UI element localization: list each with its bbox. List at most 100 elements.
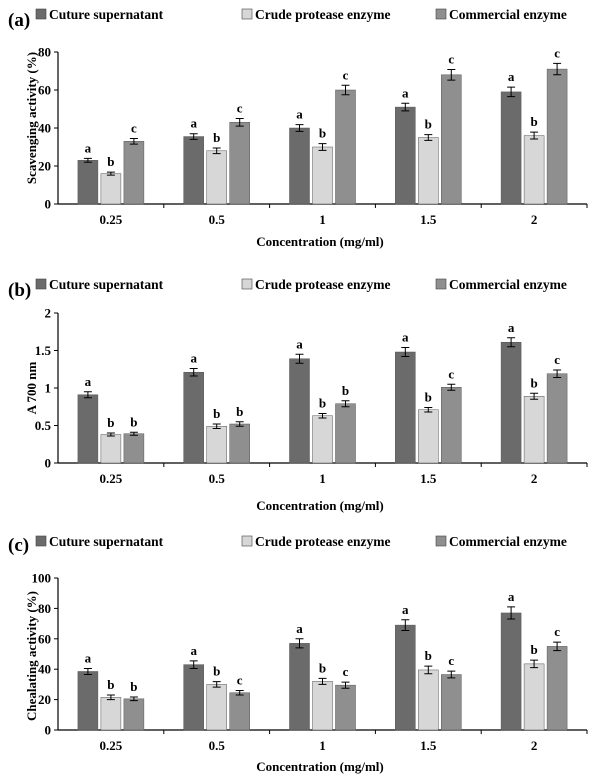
x-tick-label: 0.25: [100, 471, 123, 486]
error-bar: [189, 660, 198, 669]
error-bar: [341, 681, 350, 689]
significance-letter: b: [425, 117, 432, 132]
significance-letter: c: [343, 664, 349, 679]
bar: [395, 624, 416, 731]
significance-letter: b: [130, 414, 137, 429]
legend-entry: Cuture supernatant: [49, 7, 164, 22]
x-tick-label: 1: [319, 212, 326, 227]
error-bar: [507, 337, 516, 348]
bar: [523, 663, 545, 731]
bar: [183, 372, 204, 464]
x-tick-label: 0.5: [209, 471, 226, 486]
y-tick-label: 2: [45, 306, 52, 321]
legend: Cuture supernatant Crude protease enzyme C…: [35, 7, 567, 22]
y-tick-label: 0.5: [35, 418, 52, 433]
x-tick-label: 1.5: [420, 212, 437, 227]
x-tick-label: 0.5: [209, 738, 226, 753]
bar: [312, 415, 333, 464]
legend-swatch: [35, 535, 47, 547]
significance-letter: c: [448, 366, 454, 381]
y-tick-label: 80: [38, 601, 51, 616]
bar: [546, 68, 568, 205]
bar: [100, 173, 122, 205]
error-bar: [106, 694, 115, 701]
bar: [229, 423, 250, 464]
error-bar: [447, 670, 456, 679]
error-bar: [401, 619, 410, 631]
significance-letter: c: [448, 653, 454, 668]
error-bar: [189, 133, 198, 140]
error-bar: [341, 84, 350, 96]
bar: [335, 403, 356, 464]
bar: [441, 387, 462, 464]
significance-letter: b: [213, 406, 220, 421]
y-tick-label: 80: [38, 45, 51, 60]
error-bar: [530, 659, 539, 669]
chart-b-svg: (b) Cuture supernatant Crude protease enz…: [8, 277, 588, 513]
significance-letter: b: [213, 130, 220, 145]
error-bar: [507, 606, 516, 620]
legend-swatch: [241, 8, 253, 20]
error-bar: [189, 368, 198, 377]
significance-letter: c: [554, 45, 560, 60]
significance-letter: b: [107, 415, 114, 430]
legend-swatch: [435, 8, 447, 20]
chart-c-svg: (c) Cuture supernatant Crude protease enz…: [8, 534, 588, 774]
legend-entry: Cuture supernatant: [49, 534, 164, 549]
error-bar: [83, 667, 92, 676]
legend-swatch: [435, 278, 447, 290]
error-bar: [106, 171, 115, 176]
error-bar: [295, 353, 304, 364]
bar: [123, 698, 145, 731]
bar: [523, 396, 545, 464]
significance-letter: a: [85, 374, 92, 389]
error-bar: [401, 102, 410, 112]
x-tick-label: 0.25: [100, 738, 123, 753]
bar: [395, 106, 416, 205]
x-tick-label: 0.5: [209, 212, 226, 227]
x-tick-label: 1.5: [420, 738, 437, 753]
x-tick-label: 1: [319, 471, 326, 486]
bar: [206, 684, 227, 731]
bar: [523, 135, 545, 205]
x-tick-label: 1: [319, 738, 326, 753]
significance-letter: b: [342, 383, 349, 398]
legend-entry: Crude protease enzyme: [255, 277, 390, 292]
significance-letter: c: [131, 120, 137, 135]
y-tick-label: 0: [45, 723, 52, 738]
error-bar: [424, 665, 433, 675]
significance-letter: b: [530, 114, 537, 129]
y-tick-label: 1.5: [35, 343, 52, 358]
x-tick-label: 0.25: [100, 212, 123, 227]
chart-a-svg: (a) Cuture supernatant Crude protease enz…: [8, 7, 588, 249]
significance-letter: a: [508, 320, 515, 335]
error-bar: [318, 143, 327, 151]
bar: [546, 373, 568, 464]
bar: [395, 351, 416, 464]
bar: [229, 692, 250, 731]
error-bar: [553, 641, 562, 652]
bar: [312, 146, 333, 205]
bar: [229, 122, 250, 205]
error-bar: [318, 677, 327, 685]
significance-letter: a: [190, 116, 197, 131]
bar: [418, 409, 439, 464]
chart-panel-b: (b) Cuture supernatant Crude protease enz…: [0, 258, 614, 514]
significance-letter: a: [402, 85, 409, 100]
bar: [206, 150, 227, 205]
y-tick-label: 60: [38, 631, 51, 646]
error-bar: [83, 391, 92, 399]
significance-letter: a: [296, 336, 303, 351]
y-tick-label: 20: [38, 692, 51, 707]
legend-entry: Crude protease enzyme: [255, 7, 390, 22]
error-bar: [530, 392, 539, 400]
significance-letter: a: [85, 140, 92, 155]
bar: [100, 697, 122, 731]
y-tick-label: 1: [45, 381, 52, 396]
error-bar: [129, 696, 138, 702]
y-tick-label: 0: [45, 456, 52, 471]
significance-letter: b: [319, 126, 326, 141]
error-bar: [212, 423, 221, 429]
error-bar: [235, 689, 244, 696]
